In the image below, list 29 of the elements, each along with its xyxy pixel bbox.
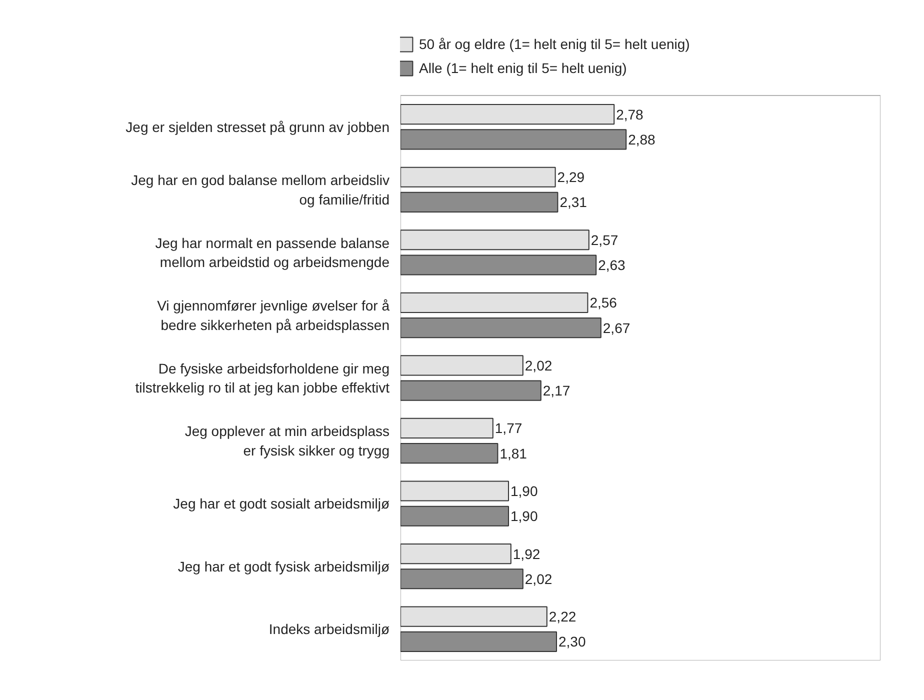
legend-label: 50 år og eldre (1= helt enig til 5= helt uenig) (419, 36, 690, 52)
data-label: 2,29 (557, 169, 585, 186)
data-label: 2,31 (560, 194, 588, 210)
y-tick-label: Jeg har et godt fysisk arbeidsmiljø (178, 558, 390, 574)
y-tick-label: De fysiske arbeidsforholdene gir meg tilstrekkelig ro til at jeg kan jobbe effektivt (135, 360, 390, 396)
data-label: 2,88 (628, 131, 656, 148)
y-tick-label: Jeg er sjelden stresset på grunn av jobben (126, 118, 390, 135)
y-tick-label: Jeg opplever at min arbeidsplass er fysisk sikker og trygg (184, 423, 390, 458)
data-label: 2,56 (590, 294, 618, 311)
data-label: 2,17 (542, 382, 570, 399)
legend-label: Alle (1= helt enig til 5= helt uenig) (419, 60, 627, 76)
data-label: 1,81 (500, 445, 528, 462)
data-label: 2,78 (616, 106, 644, 122)
y-tick-label: Vi gjennomfører jevnlige øvelser for å bedre sikkerheten på arbeidsplassen (157, 298, 390, 333)
data-label: 1,92 (512, 546, 540, 562)
data-label: 2,22 (548, 608, 576, 625)
data-label: 2,02 (524, 570, 552, 587)
y-tick-label: Jeg har normalt en passende balanse mellom arbeidstid og arbeidsmengde (155, 234, 390, 270)
y-tick-label: Jeg har en god balanse mellom arbeidsliv og familie/fritid (131, 172, 390, 208)
data-label: 2,02 (524, 357, 552, 374)
data-label: 1,90 (510, 508, 538, 524)
data-label: 1,90 (510, 483, 538, 499)
y-tick-label: Indeks arbeidsmiljø (268, 621, 390, 638)
y-tick-label: Jeg har et godt sosialt arbeidsmiljø (173, 496, 390, 512)
data-label: 2,67 (602, 320, 630, 336)
data-label: 2,30 (558, 634, 586, 650)
data-label: 2,63 (598, 257, 626, 273)
data-label: 1,77 (494, 420, 522, 436)
data-label: 2,57 (590, 232, 618, 248)
